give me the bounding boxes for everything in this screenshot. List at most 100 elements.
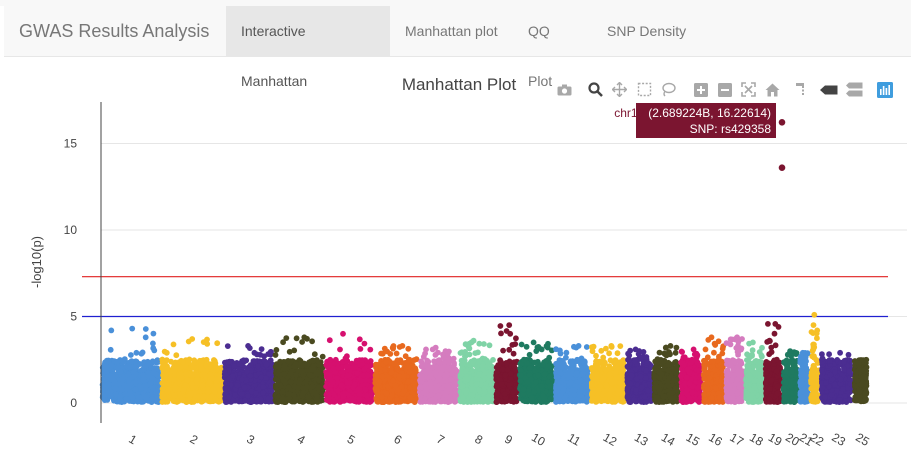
box-select-icon[interactable] xyxy=(636,81,653,98)
snp-point[interactable] xyxy=(213,364,220,371)
snp-point[interactable] xyxy=(382,366,388,373)
snp-point[interactable] xyxy=(179,396,186,403)
snp-point[interactable] xyxy=(124,396,131,402)
snp-point[interactable] xyxy=(159,356,166,363)
snp-point[interactable] xyxy=(334,375,340,381)
snp-point[interactable] xyxy=(265,395,271,402)
snp-point[interactable] xyxy=(272,363,279,370)
snp-point[interactable] xyxy=(226,358,233,365)
snp-point[interactable] xyxy=(112,385,119,392)
snp-point[interactable] xyxy=(133,349,140,356)
snp-point[interactable] xyxy=(116,381,123,387)
snp-point[interactable] xyxy=(406,369,413,375)
snp-peak-point[interactable] xyxy=(245,343,252,349)
snp-point[interactable] xyxy=(140,372,146,378)
snp-point[interactable] xyxy=(234,382,241,389)
snp-point[interactable] xyxy=(142,326,149,332)
snp-point[interactable] xyxy=(147,380,154,387)
snp-point[interactable] xyxy=(126,391,133,397)
snp-point[interactable] xyxy=(405,378,412,385)
snp-point[interactable] xyxy=(337,346,343,353)
snp-point[interactable] xyxy=(206,379,213,386)
snp-point[interactable] xyxy=(282,365,289,372)
snp-point[interactable] xyxy=(180,358,186,365)
snp-point[interactable] xyxy=(202,372,209,379)
snp-peak-point[interactable] xyxy=(129,325,136,332)
snp-point[interactable] xyxy=(114,359,121,365)
spike-lines-icon[interactable] xyxy=(793,81,810,98)
snp-point[interactable] xyxy=(238,391,245,397)
pan-icon[interactable] xyxy=(611,81,628,98)
snp-point[interactable] xyxy=(172,384,179,391)
snp-point[interactable] xyxy=(253,390,259,396)
snp-point[interactable] xyxy=(191,357,198,364)
plotly-logo-icon[interactable] xyxy=(876,81,893,98)
tab-snp-density[interactable]: SNP Density xyxy=(607,23,687,39)
snp-point[interactable] xyxy=(272,352,279,358)
snp-point[interactable] xyxy=(216,398,223,405)
snp-point[interactable] xyxy=(103,383,110,389)
snp-point[interactable] xyxy=(311,351,318,358)
snp-point[interactable] xyxy=(291,347,298,354)
snp-point[interactable] xyxy=(161,395,168,401)
snp-point[interactable] xyxy=(364,372,371,379)
snp-point[interactable] xyxy=(254,351,260,358)
snp-point[interactable] xyxy=(132,363,139,370)
zoom-in-icon[interactable] xyxy=(692,81,709,98)
snp-point[interactable] xyxy=(173,352,180,359)
snp-point[interactable] xyxy=(241,384,248,391)
snp-point[interactable] xyxy=(411,380,418,387)
snp-point[interactable] xyxy=(390,377,396,384)
snp-point[interactable] xyxy=(285,358,291,364)
snp-point[interactable] xyxy=(132,379,139,386)
snp-point[interactable] xyxy=(226,394,232,401)
snp-point[interactable] xyxy=(379,373,386,380)
snp-point[interactable] xyxy=(232,392,239,399)
snp-point[interactable] xyxy=(326,337,333,344)
snp-point[interactable] xyxy=(112,391,119,397)
snp-peak-point[interactable] xyxy=(340,330,346,337)
snp-point[interactable] xyxy=(159,380,166,386)
snp-point[interactable] xyxy=(405,345,412,352)
snp-point[interactable] xyxy=(355,386,361,393)
snp-point[interactable] xyxy=(282,380,288,386)
snp-point[interactable] xyxy=(330,365,337,372)
snp-point[interactable] xyxy=(164,388,171,395)
snp-point[interactable] xyxy=(299,391,306,398)
snp-point[interactable] xyxy=(190,372,197,378)
snp-point[interactable] xyxy=(311,389,318,395)
snp-point[interactable] xyxy=(121,382,128,389)
snp-point[interactable] xyxy=(281,371,287,378)
snp-point[interactable] xyxy=(260,389,267,396)
snp-point[interactable] xyxy=(142,334,149,341)
snp-point[interactable] xyxy=(340,393,347,400)
snp-point[interactable] xyxy=(244,368,250,375)
snp-point[interactable] xyxy=(258,346,265,352)
snp-point[interactable] xyxy=(170,341,177,348)
snp-point[interactable] xyxy=(280,339,286,346)
closest-hover-icon[interactable] xyxy=(819,81,839,98)
snp-point[interactable] xyxy=(149,396,155,402)
snp-point[interactable] xyxy=(399,383,405,390)
snp-point[interactable] xyxy=(361,340,368,347)
snp-point[interactable] xyxy=(393,350,400,357)
snp-point[interactable] xyxy=(307,372,313,379)
snp-point[interactable] xyxy=(375,380,382,387)
snp-point[interactable] xyxy=(171,367,178,374)
snp-point[interactable] xyxy=(210,386,217,393)
snp-point[interactable] xyxy=(316,370,323,377)
snp-point[interactable] xyxy=(396,373,403,380)
snp-point[interactable] xyxy=(126,376,133,383)
snp-point[interactable] xyxy=(295,385,301,391)
app-brand[interactable]: GWAS Results Analysis xyxy=(19,21,210,41)
snp-point[interactable] xyxy=(108,376,114,383)
snp-point[interactable] xyxy=(239,376,245,383)
snp-point[interactable] xyxy=(199,382,206,389)
snp-point[interactable] xyxy=(381,345,388,352)
snp-point[interactable] xyxy=(338,382,345,389)
snp-point[interactable] xyxy=(150,330,157,337)
snp-point[interactable] xyxy=(127,352,134,358)
snp-peak-point[interactable] xyxy=(399,343,406,349)
snp-point[interactable] xyxy=(222,368,229,375)
snp-point[interactable] xyxy=(171,392,178,399)
